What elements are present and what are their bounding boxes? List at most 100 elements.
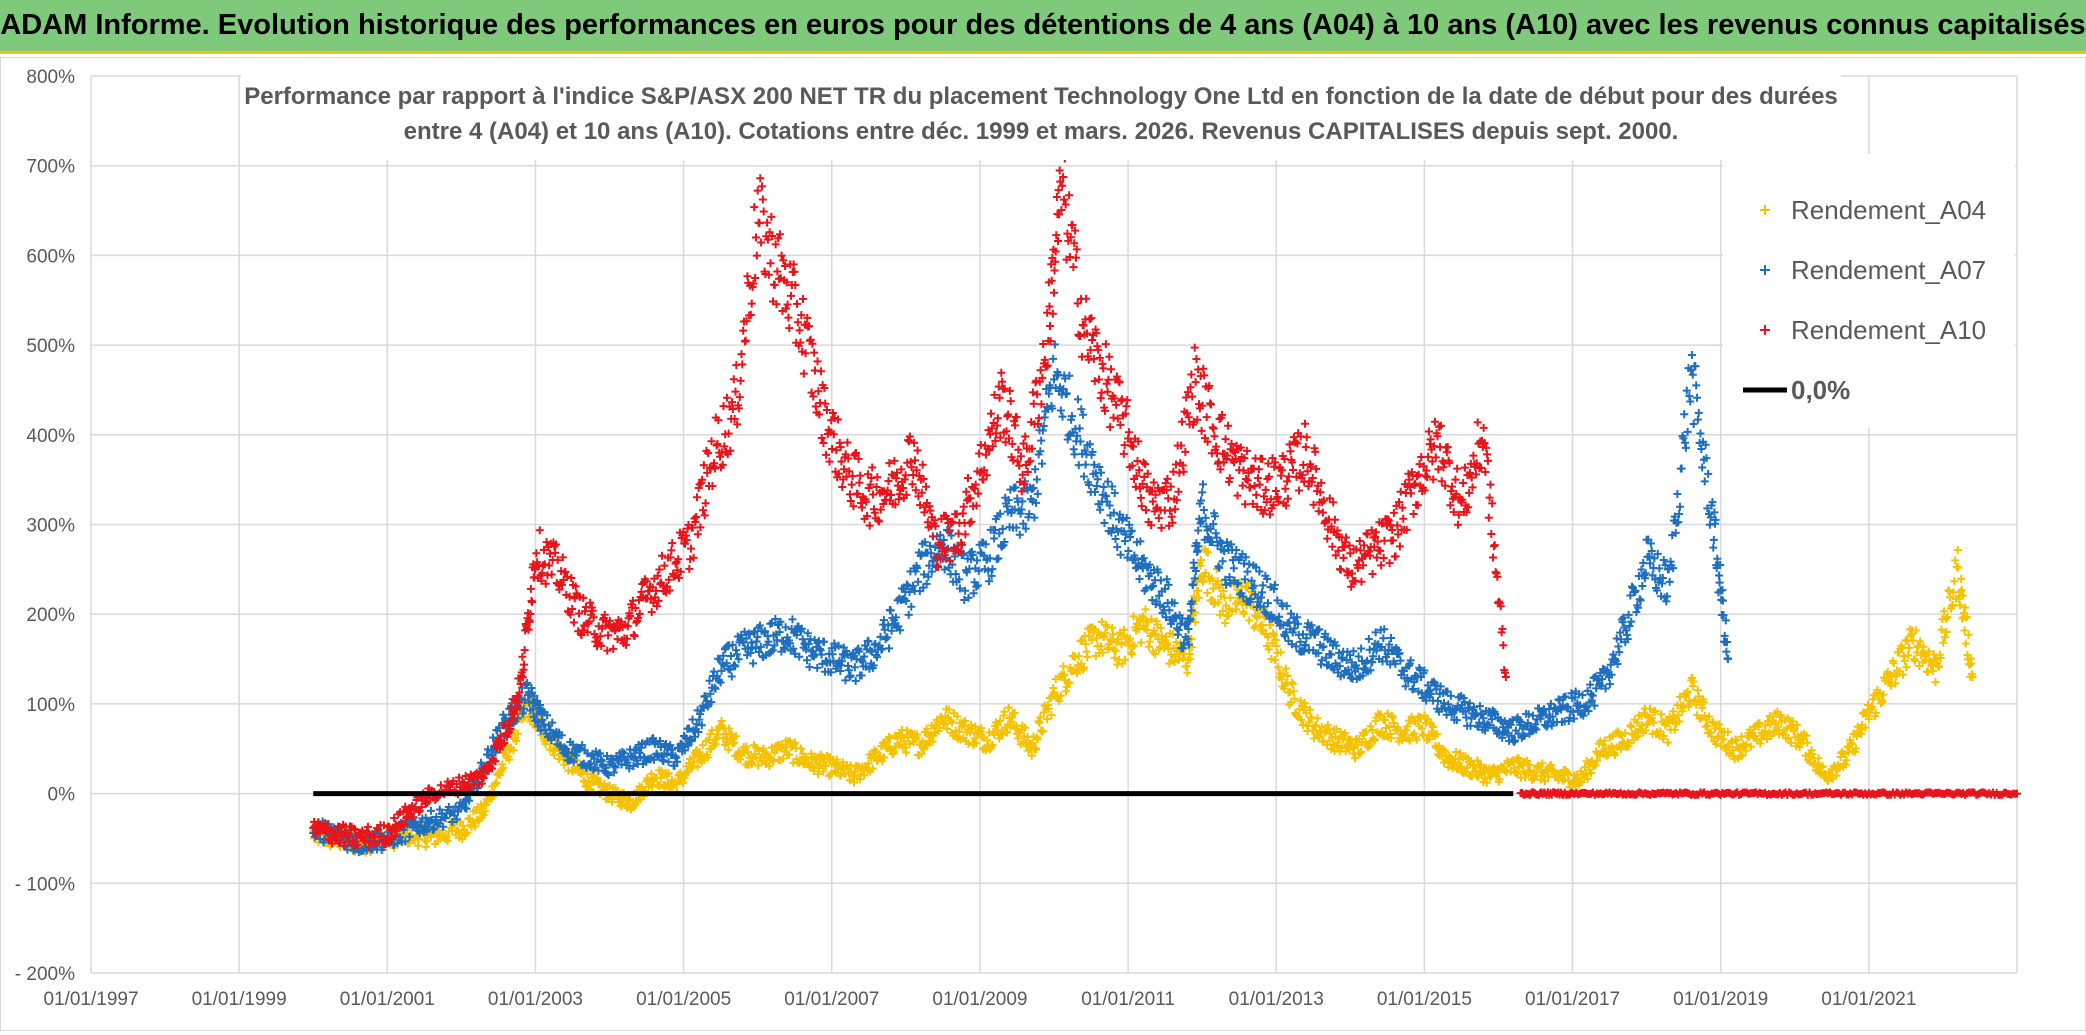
data-point: [1286, 447, 1294, 455]
data-point: [797, 745, 805, 753]
data-point: [784, 301, 792, 309]
data-point: [997, 369, 1005, 377]
data-point: [1722, 648, 1730, 656]
data-point: [848, 481, 856, 489]
data-point: [1431, 418, 1439, 426]
data-point: [1157, 576, 1165, 584]
data-point: [1147, 583, 1155, 591]
data-point: [929, 532, 937, 540]
data-point: [763, 219, 771, 227]
data-point: [1638, 582, 1646, 590]
data-point: [1113, 543, 1121, 551]
data-point: [693, 493, 701, 501]
data-point: [760, 208, 768, 216]
data-point: [1185, 413, 1193, 421]
data-point: [702, 499, 710, 507]
data-point: [803, 656, 811, 664]
data-point: [1224, 422, 1232, 430]
data-point: [1030, 400, 1038, 408]
data-point: [1716, 579, 1724, 587]
data-point: [1284, 495, 1292, 503]
data-point: [806, 663, 814, 671]
data-point: [790, 268, 798, 276]
data-point: [1245, 616, 1253, 624]
data-point: [755, 219, 763, 227]
data-point: [1245, 560, 1253, 568]
data-point: [1021, 432, 1029, 440]
data-point: [1315, 507, 1323, 515]
data-point: [1130, 641, 1138, 649]
report-banner: ADAM Informe. Evolution historique des p…: [0, 0, 2086, 54]
data-point: [1369, 570, 1377, 578]
data-point: [527, 585, 535, 593]
data-point: [1678, 465, 1686, 473]
data-point: [1698, 463, 1706, 471]
data-point: [1427, 435, 1435, 443]
data-point: [1379, 634, 1387, 642]
data-point: [1689, 371, 1697, 379]
x-tick-label: 01/01/2017: [1525, 989, 1620, 1010]
data-point: [1389, 536, 1397, 544]
data-point: [1080, 321, 1088, 329]
y-tick-label: 500%: [26, 336, 75, 357]
data-point: [1682, 444, 1690, 452]
data-point: [914, 447, 922, 455]
data-point: [1132, 483, 1140, 491]
data-point: [750, 203, 758, 211]
data-point: [1965, 631, 1973, 639]
data-point: [869, 491, 877, 499]
data-point: [728, 672, 736, 680]
data-point: [778, 252, 786, 260]
data-point: [1034, 490, 1042, 498]
data-point: [988, 565, 996, 573]
data-point: [541, 560, 549, 568]
data-point: [1133, 457, 1141, 465]
data-point: [1690, 420, 1698, 428]
data-point: [1137, 639, 1145, 647]
data-point: [727, 652, 735, 660]
data-point: [1380, 537, 1388, 545]
data-point: [614, 635, 622, 643]
data-point: [1062, 200, 1070, 208]
data-point: [687, 545, 695, 553]
data-point: [536, 526, 544, 534]
data-point: [813, 664, 821, 672]
data-point: [1083, 653, 1091, 661]
data-point: [1106, 423, 1114, 431]
data-point: [1935, 663, 1943, 671]
data-point: [1266, 510, 1274, 518]
data-point: [1203, 413, 1211, 421]
data-point: [730, 375, 738, 383]
data-point: [1407, 489, 1415, 497]
data-point: [758, 182, 766, 190]
data-point: [1015, 462, 1023, 470]
data-point: [756, 174, 764, 182]
data-point: [1102, 340, 1110, 348]
y-tick-label: 800%: [26, 67, 75, 88]
data-point: [1141, 605, 1149, 613]
data-point: [994, 414, 1002, 422]
data-point: [1337, 566, 1345, 574]
data-point: [911, 456, 919, 464]
y-tick-label: 700%: [26, 157, 75, 178]
data-point: [1414, 501, 1422, 509]
data-point: [1199, 480, 1207, 488]
data-point: [1902, 663, 1910, 671]
data-point: [1709, 544, 1717, 552]
x-tick-label: 01/01/2021: [1821, 989, 1916, 1010]
data-point: [551, 549, 559, 557]
data-point: [1666, 578, 1674, 586]
data-point: [1135, 575, 1143, 583]
data-point: [1117, 551, 1125, 559]
data-point: [1138, 502, 1146, 510]
data-point: [990, 534, 998, 542]
data-point: [1452, 748, 1460, 756]
data-point: [1356, 537, 1364, 545]
data-point: [1673, 490, 1681, 498]
data-point: [1639, 559, 1647, 567]
data-point: [966, 519, 974, 527]
data-point: [883, 633, 891, 641]
data-point: [1710, 536, 1718, 544]
data-point: [1701, 477, 1709, 485]
